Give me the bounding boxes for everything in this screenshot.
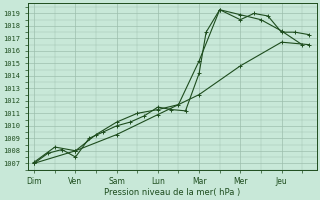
- X-axis label: Pression niveau de la mer( hPa ): Pression niveau de la mer( hPa ): [104, 188, 240, 197]
